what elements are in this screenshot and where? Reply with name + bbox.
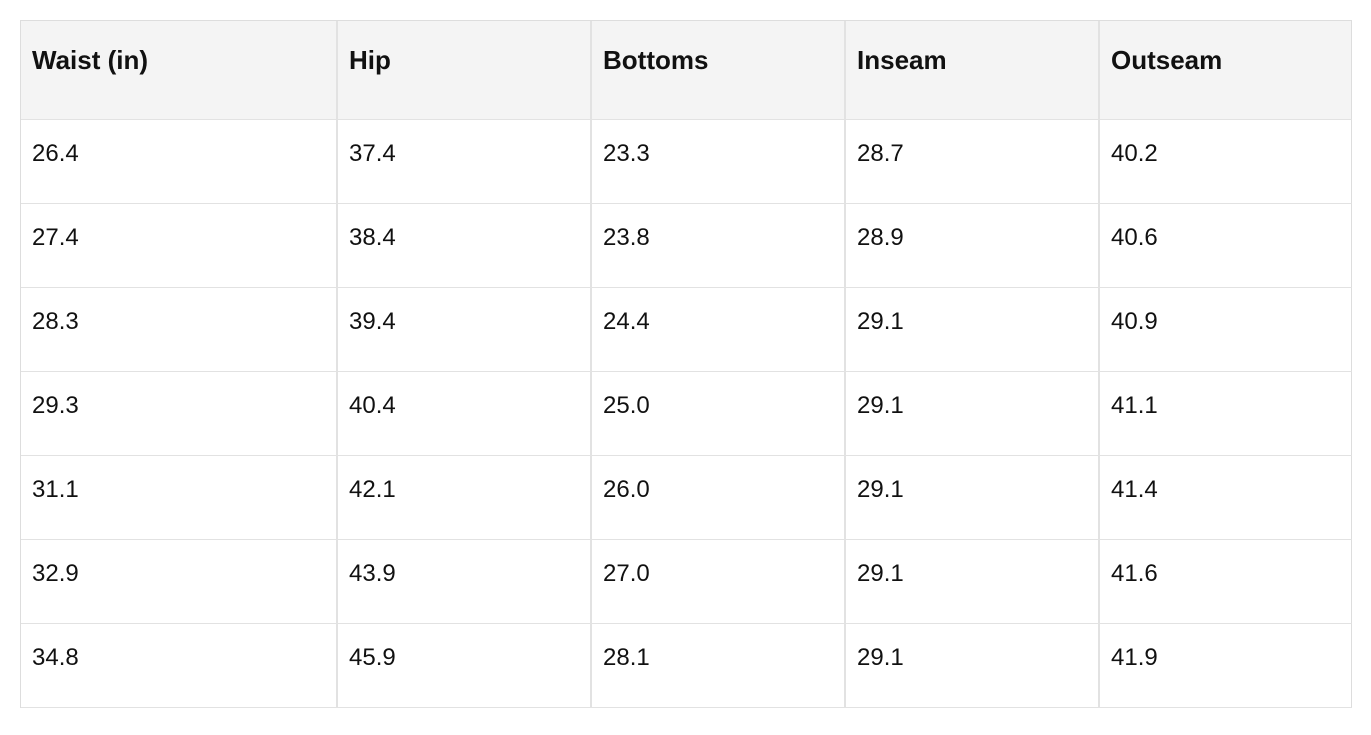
table-cell: 24.4 — [592, 288, 846, 372]
table-cell: 40.4 — [338, 372, 592, 456]
table-cell: 40.6 — [1100, 204, 1352, 288]
table-cell: 28.7 — [846, 120, 1100, 204]
table-cell: 29.1 — [846, 624, 1100, 708]
table-cell: 25.0 — [592, 372, 846, 456]
table-cell: 28.1 — [592, 624, 846, 708]
table-cell: 28.9 — [846, 204, 1100, 288]
table-cell: 26.4 — [21, 120, 338, 204]
table-cell: 41.6 — [1100, 540, 1352, 624]
table-cell: 39.4 — [338, 288, 592, 372]
table-cell: 45.9 — [338, 624, 592, 708]
table-cell: 28.3 — [21, 288, 338, 372]
column-header: Bottoms — [592, 21, 846, 120]
table-row: 34.8 45.9 28.1 29.1 41.9 — [21, 624, 1352, 708]
column-header: Outseam — [1100, 21, 1352, 120]
table-row: 32.9 43.9 27.0 29.1 41.6 — [21, 540, 1352, 624]
table-cell: 27.0 — [592, 540, 846, 624]
size-table: Waist (in) Hip Bottoms Inseam Outseam 26.4 37… — [20, 20, 1352, 708]
table-cell: 26.0 — [592, 456, 846, 540]
table-cell: 23.3 — [592, 120, 846, 204]
table-row: 26.4 37.4 23.3 28.7 40.2 — [21, 120, 1352, 204]
table-cell: 27.4 — [21, 204, 338, 288]
table-cell: 37.4 — [338, 120, 592, 204]
table-cell: 40.9 — [1100, 288, 1352, 372]
table-cell: 41.9 — [1100, 624, 1352, 708]
column-header: Hip — [338, 21, 592, 120]
table-cell: 34.8 — [21, 624, 338, 708]
table-cell: 32.9 — [21, 540, 338, 624]
header-row: Waist (in) Hip Bottoms Inseam Outseam — [21, 21, 1352, 120]
table-cell: 40.2 — [1100, 120, 1352, 204]
table-cell: 29.1 — [846, 288, 1100, 372]
table-cell: 38.4 — [338, 204, 592, 288]
table-cell: 29.1 — [846, 456, 1100, 540]
table-cell: 43.9 — [338, 540, 592, 624]
table-cell: 41.4 — [1100, 456, 1352, 540]
table-cell: 23.8 — [592, 204, 846, 288]
table-cell: 29.3 — [21, 372, 338, 456]
table-cell: 41.1 — [1100, 372, 1352, 456]
table-row: 31.1 42.1 26.0 29.1 41.4 — [21, 456, 1352, 540]
column-header: Waist (in) — [21, 21, 338, 120]
table-row: 27.4 38.4 23.8 28.9 40.6 — [21, 204, 1352, 288]
table-cell: 29.1 — [846, 540, 1100, 624]
table-row: 28.3 39.4 24.4 29.1 40.9 — [21, 288, 1352, 372]
column-header: Inseam — [846, 21, 1100, 120]
table-body: 26.4 37.4 23.3 28.7 40.2 27.4 38.4 23.8 28.9 40.6… — [21, 120, 1352, 708]
table-cell: 29.1 — [846, 372, 1100, 456]
table-row: 29.3 40.4 25.0 29.1 41.1 — [21, 372, 1352, 456]
table-cell: 31.1 — [21, 456, 338, 540]
table-cell: 42.1 — [338, 456, 592, 540]
